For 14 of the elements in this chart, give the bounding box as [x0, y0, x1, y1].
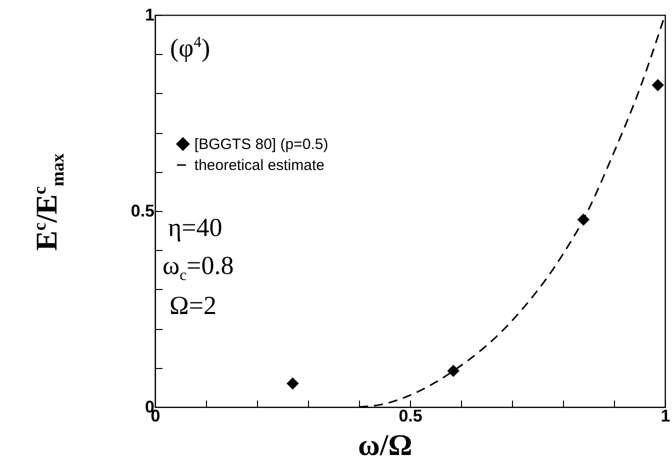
annotation: (φ$^{4}$)	[170, 33, 210, 62]
x-tick-label: 0.5	[398, 406, 422, 426]
point	[286, 377, 299, 390]
y-tick-label: 0.5	[130, 202, 154, 220]
point	[652, 79, 664, 92]
x-tick-label: 1	[660, 406, 670, 426]
legend-label: [BGGTS 80] (p=0.5)	[194, 136, 328, 154]
annotation: Ω=2	[170, 291, 216, 320]
y-tick-label: 1	[145, 6, 154, 24]
point	[447, 364, 460, 378]
annotation: ω$_{c}$=0.8	[162, 250, 234, 284]
x-axis-title: ω/Ω	[358, 429, 412, 462]
annotation: η=40	[168, 213, 222, 242]
legend-label: theoretical estimate	[194, 157, 324, 174]
